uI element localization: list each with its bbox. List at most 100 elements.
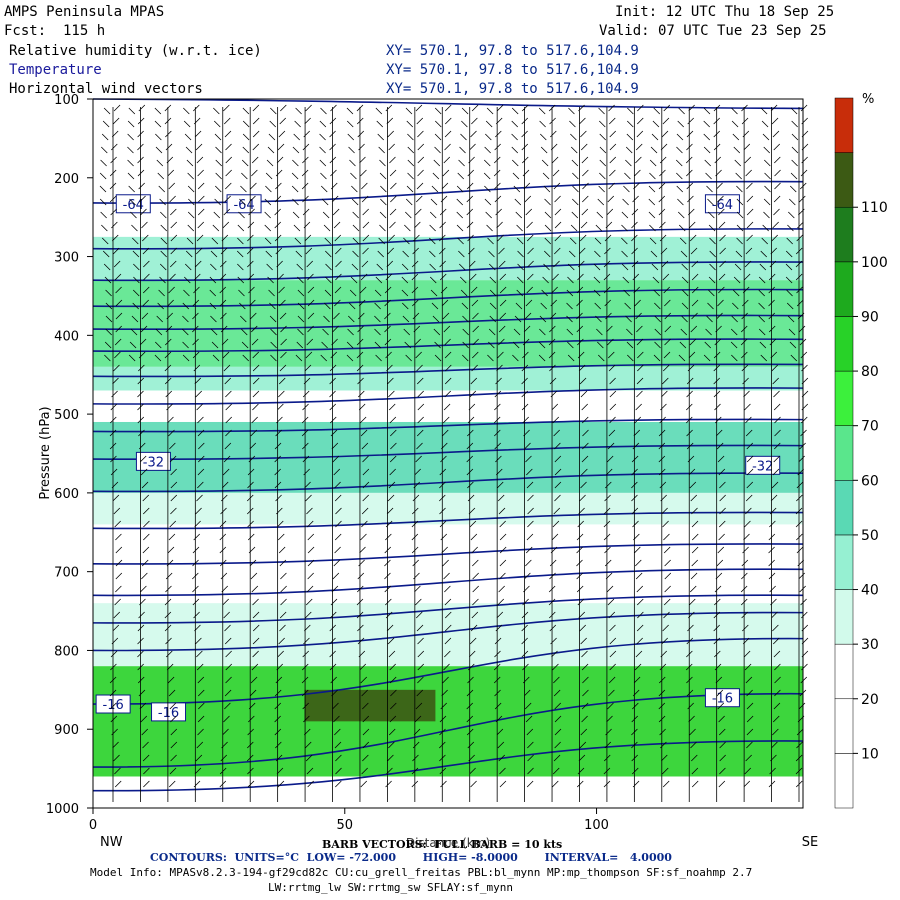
field-wind: Horizontal wind vectors xyxy=(9,81,203,97)
rh-band-2 xyxy=(93,366,803,391)
isotherm-17 xyxy=(92,637,804,705)
y-tick-label-5: 600 xyxy=(54,487,79,502)
colorbar-tick-label-6: 70 xyxy=(861,419,879,435)
barb-legend: BARB VECTORS: FULL BARB = 10 kts xyxy=(322,838,563,851)
wind-barb-column-3 xyxy=(182,104,205,802)
x-tick-label-1: 50 xyxy=(336,818,353,833)
isotherm-16 xyxy=(92,611,804,652)
isotherm-label-6: -16 xyxy=(158,706,179,721)
x-tick-label-0: 0 xyxy=(89,818,97,833)
colorbar-seg-10 xyxy=(834,206,854,263)
x-axis: 0 50 100 xyxy=(89,808,609,833)
isotherm-3 xyxy=(92,261,804,282)
wind-barb-column-6 xyxy=(264,104,287,802)
isotherm-12 xyxy=(92,511,804,530)
y-tick-label-3: 400 xyxy=(54,329,79,344)
rh-band-6 xyxy=(93,666,803,777)
colorbar-seg-6 xyxy=(834,425,854,481)
wind-barb-column-11 xyxy=(401,104,425,802)
colorbar-seg-9 xyxy=(834,261,854,317)
rh-band-7 xyxy=(304,689,436,722)
isotherm-label-3: -32 xyxy=(143,455,164,470)
x-axis-label: Distance (km) xyxy=(406,836,490,850)
plot-frame xyxy=(92,98,804,809)
y-axis-label: Pressure (hPa) xyxy=(38,406,53,499)
isotherm-13 xyxy=(92,543,804,565)
wind-barb-layer xyxy=(99,104,809,802)
isotherm-label-4: -32 xyxy=(752,459,773,474)
wind-barb-column-8 xyxy=(319,104,342,802)
model-info-physics: LW:rrtmg_lw SW:rrtmg_sw SFLAY:sf_mynn xyxy=(268,881,514,894)
y-axis: 100 200 300 400 500 600 700 800 900 1000 xyxy=(46,93,93,817)
isotherm-10 xyxy=(92,444,804,460)
wind-barb-column-15 xyxy=(511,104,534,802)
wind-barb-column-10 xyxy=(374,104,397,802)
wind-barb-column-0 xyxy=(99,104,123,802)
isotherm-label-box-7 xyxy=(704,688,740,708)
field-temperature: Temperature xyxy=(9,62,102,78)
x-right-end-label: SE xyxy=(802,835,818,850)
y-axis-title: Pressure (hPa) xyxy=(38,406,53,499)
isotherm-6 xyxy=(92,338,804,353)
x-tick-label-2: 100 xyxy=(584,818,609,833)
colorbar-tick-label-2: 30 xyxy=(861,637,879,653)
y-tick-label-7: 800 xyxy=(54,644,79,659)
xy-temperature: XY= 570.1, 97.8 to 517.6,104.9 xyxy=(386,62,639,78)
isotherm-18 xyxy=(92,692,804,768)
xy-wind: XY= 570.1, 97.8 to 517.6,104.9 xyxy=(386,81,639,97)
y-tick-label-6: 700 xyxy=(54,566,79,581)
y-tick-label-2: 300 xyxy=(54,251,79,266)
y-tick-label-9: 1000 xyxy=(46,802,79,817)
isotherm-2 xyxy=(92,228,804,250)
colorbar-seg-8 xyxy=(834,316,854,372)
y-tick-label-1: 200 xyxy=(54,172,79,187)
isotherm-label-2: -64 xyxy=(712,198,733,213)
wind-barb-column-12 xyxy=(429,104,452,802)
colorbar-seg-0 xyxy=(834,753,854,809)
field-rh: Relative humidity (w.r.t. ice) xyxy=(9,43,262,59)
colorbar-seg-11 xyxy=(834,152,854,208)
colorbar-seg-3 xyxy=(834,589,854,645)
wind-barb-column-13 xyxy=(456,104,479,802)
colorbar-tick-label-8: 90 xyxy=(861,309,879,325)
rh-band-0 xyxy=(93,236,803,281)
isotherm-4 xyxy=(92,288,804,308)
colorbar-tick-label-1: 20 xyxy=(861,692,879,708)
wind-barb-column-1 xyxy=(127,104,150,802)
wind-barb-column-17 xyxy=(566,104,589,802)
xy-rh: XY= 570.1, 97.8 to 517.6,104.9 xyxy=(386,43,639,59)
model-info: Model Info: MPASv8.2.3-194-gf29cd82c CU:… xyxy=(90,866,753,879)
colorbar-seg-7 xyxy=(834,370,854,426)
contour-legend: CONTOURS: UNITS=°C LOW= -72.000 HIGH= -8… xyxy=(150,851,672,864)
isotherm-8 xyxy=(92,387,804,405)
wind-barb-column-24 xyxy=(758,104,781,802)
isotherm-14 xyxy=(92,568,804,597)
colorbar-tick-label-9: 100 xyxy=(861,255,888,271)
model-title: AMPS Peninsula MPAS xyxy=(4,4,165,20)
wind-barb-column-22 xyxy=(703,104,726,802)
colorbar-seg-2 xyxy=(834,643,854,700)
wind-barb-column-19 xyxy=(621,104,644,802)
wind-barb-column-18 xyxy=(593,104,617,802)
isotherm-label-box-2 xyxy=(704,194,740,214)
wind-barb-column-9 xyxy=(346,104,370,802)
wind-barb-column-5 xyxy=(236,104,260,802)
colorbar-seg-1 xyxy=(834,698,854,754)
wind-barb-column-21 xyxy=(675,104,699,802)
rh-band-4 xyxy=(93,492,803,525)
wind-barb-column-14 xyxy=(483,104,507,802)
wind-barb-column-23 xyxy=(730,104,754,802)
y-tick-label-0: 100 xyxy=(54,93,79,108)
forecast-hour: Fcst: 115 h xyxy=(4,23,106,39)
colorbar-seg-5 xyxy=(834,480,854,536)
valid-time: Valid: 07 UTC Tue 23 Sep 25 xyxy=(599,23,827,39)
rh-band-3 xyxy=(93,421,803,493)
colorbar-unit: % xyxy=(862,92,874,107)
colorbar-seg-12 xyxy=(834,97,854,153)
wind-barb-column-16 xyxy=(538,104,562,802)
colorbar-tick-label-0: 10 xyxy=(861,746,879,762)
rh-fill-layer xyxy=(93,236,803,777)
wind-barb-column-4 xyxy=(209,104,233,802)
isotherm-1 xyxy=(92,180,804,204)
wind-barb-column-20 xyxy=(648,104,672,802)
